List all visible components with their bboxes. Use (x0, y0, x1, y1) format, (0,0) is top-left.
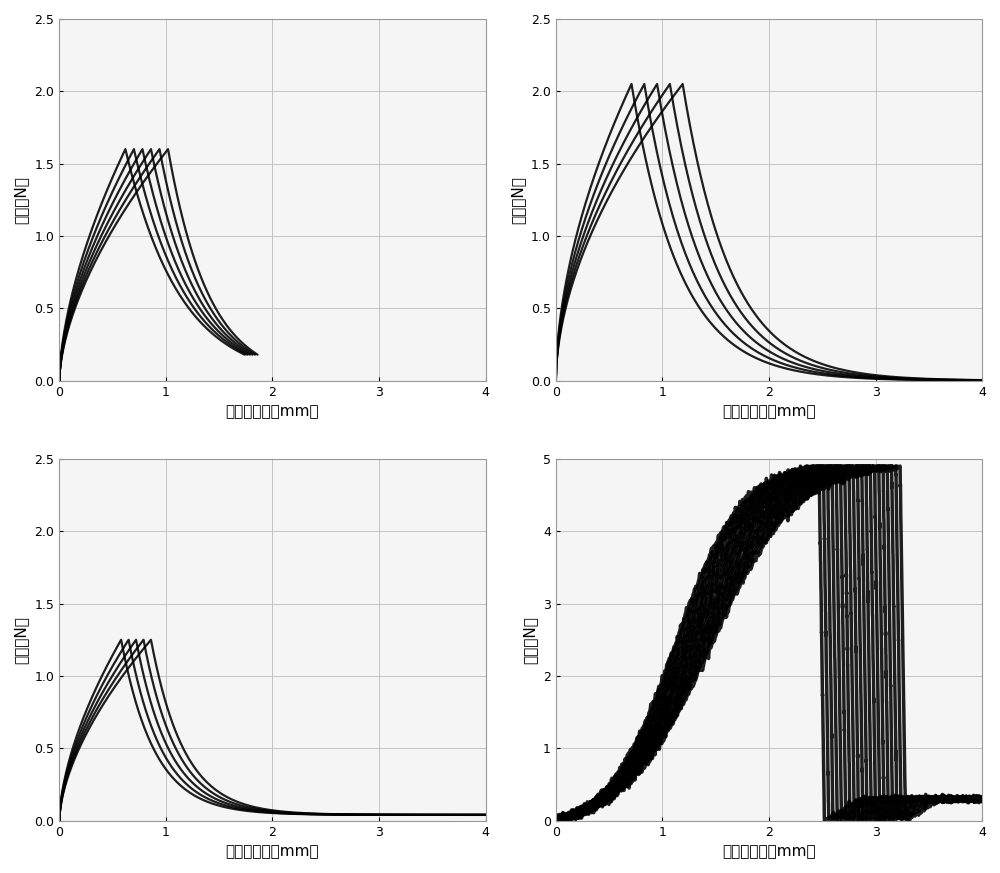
X-axis label: 拉伸伸长率（mm）: 拉伸伸长率（mm） (722, 844, 816, 859)
Y-axis label: 应力（N）: 应力（N） (14, 175, 29, 223)
Y-axis label: 应力（N）: 应力（N） (510, 175, 525, 223)
X-axis label: 拉伸伸长率（mm）: 拉伸伸长率（mm） (226, 844, 319, 859)
Y-axis label: 应力（N）: 应力（N） (522, 615, 537, 663)
Y-axis label: 应力（N）: 应力（N） (14, 615, 29, 663)
X-axis label: 拉伸伸长率（mm）: 拉伸伸长率（mm） (722, 404, 816, 419)
X-axis label: 拉伸伸长率（mm）: 拉伸伸长率（mm） (226, 404, 319, 419)
